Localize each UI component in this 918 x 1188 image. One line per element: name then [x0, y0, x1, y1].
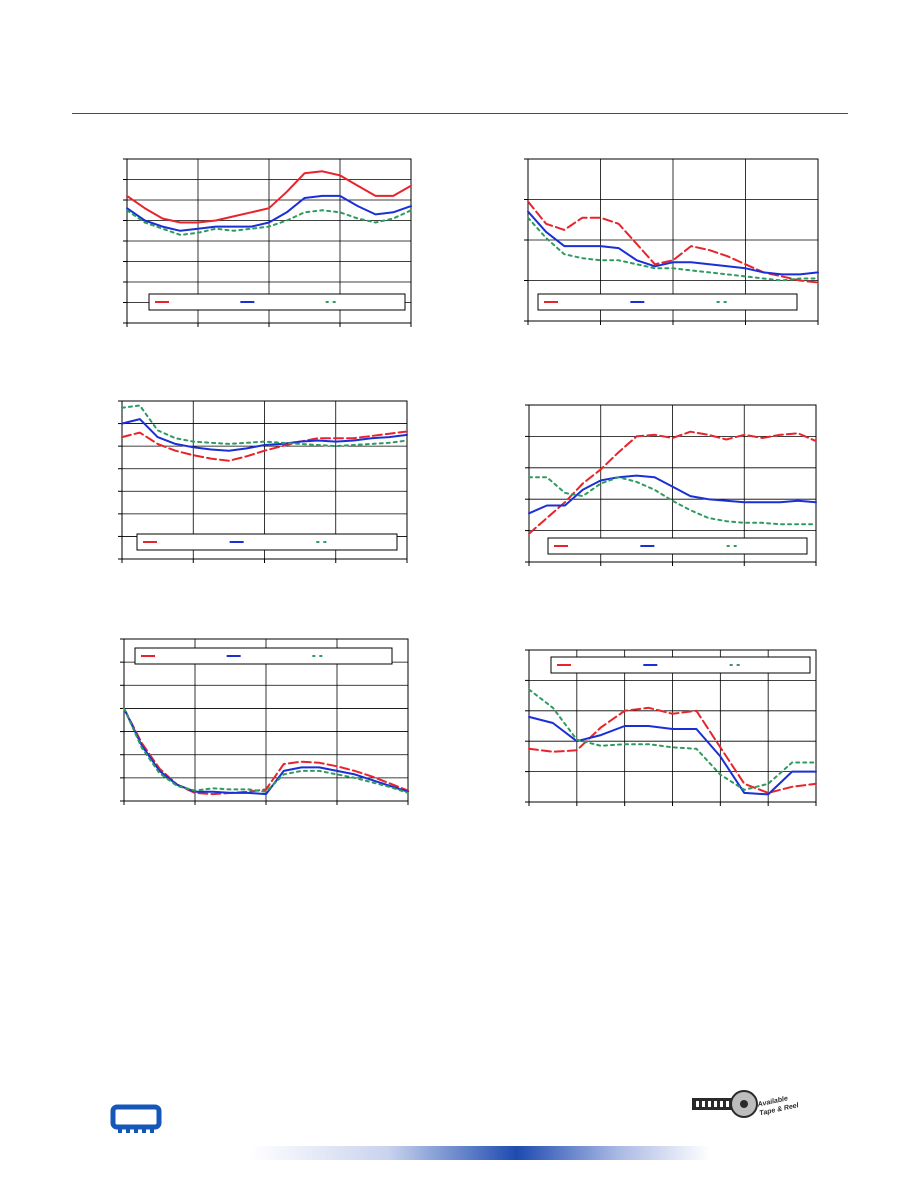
line-chart-2	[524, 158, 819, 325]
legend-box	[136, 533, 398, 551]
series-line-1	[126, 170, 412, 224]
series-line-3	[528, 476, 817, 526]
chip-icon	[110, 1104, 162, 1133]
tape-and-reel-logo: Available Tape & Reel	[692, 1090, 800, 1118]
header-rule	[72, 113, 848, 114]
series-line-3	[123, 707, 409, 794]
line-chart-4	[525, 404, 817, 566]
series-line-1	[528, 430, 817, 535]
series-line-3	[527, 216, 819, 282]
line-chart-5	[120, 638, 409, 805]
chart-panel-5	[100, 632, 430, 832]
line-chart-6	[525, 649, 817, 806]
line-chart-1	[123, 158, 412, 327]
series-line-1	[528, 706, 817, 794]
footer-gradient-band	[250, 1146, 710, 1160]
series-line-1	[121, 430, 408, 462]
legend-box	[550, 656, 811, 674]
legend-box	[537, 293, 798, 311]
series-line-2	[121, 418, 408, 452]
chart-panel-3	[100, 392, 430, 592]
series-line-2	[527, 210, 819, 276]
chart-panel-1	[100, 150, 430, 350]
series-line-3	[126, 209, 412, 236]
chart-panel-6	[500, 638, 830, 838]
legend-box	[547, 537, 808, 555]
legend-box	[148, 293, 406, 311]
series-line-2	[123, 707, 409, 796]
series-line-2	[126, 194, 412, 232]
chart-panel-2	[500, 150, 830, 350]
series-line-3	[528, 688, 817, 791]
chart-panel-4	[500, 394, 830, 594]
series-line-3	[121, 404, 408, 448]
legend-box	[134, 647, 393, 665]
line-chart-3	[118, 400, 408, 563]
series-line-2	[528, 474, 817, 515]
series-line-2	[528, 715, 817, 796]
